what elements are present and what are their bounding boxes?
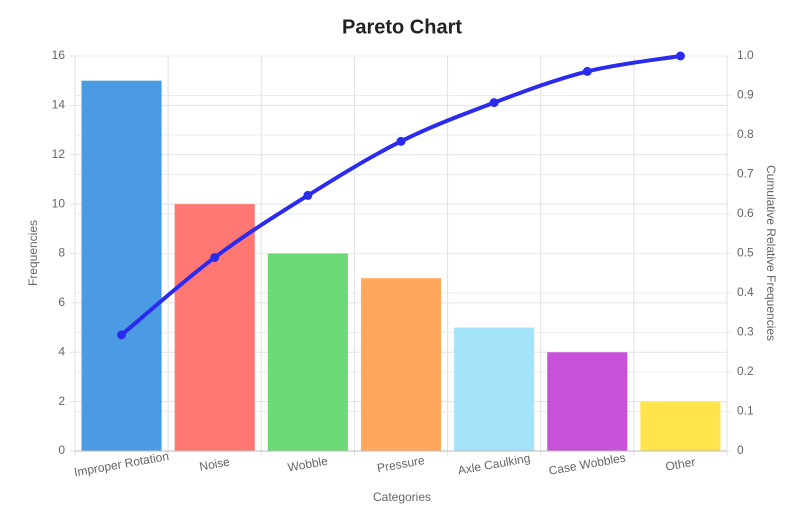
y-axis-title: Frequencies <box>26 220 40 286</box>
y-tick-label: 10 <box>52 196 66 210</box>
line-point <box>117 330 127 340</box>
y2-tick-label: 0.4 <box>737 285 754 299</box>
y2-tick-label: 0.9 <box>737 88 754 102</box>
x-tick-label: Case Wobbles <box>548 451 627 478</box>
x-tick-label: Noise <box>198 455 231 474</box>
line-point <box>396 136 406 146</box>
bar <box>81 80 162 451</box>
y2-tick-label: 0 <box>737 443 744 457</box>
y2-tick-label: 0.8 <box>737 127 754 141</box>
line-point <box>303 190 313 200</box>
bar <box>640 401 721 451</box>
y2-tick-label: 0.7 <box>737 167 754 181</box>
bar <box>360 278 442 451</box>
y-tick-label: 16 <box>52 48 66 62</box>
y-tick-label: 12 <box>52 147 66 161</box>
x-tick-label: Pressure <box>376 453 426 475</box>
chart-title: Pareto Chart <box>342 16 462 38</box>
y-tick-label: 8 <box>58 246 65 260</box>
y2-tick-label: 0.6 <box>737 206 754 220</box>
line-point <box>675 51 685 61</box>
line-point <box>489 98 499 108</box>
y2-tick-label: 0.5 <box>737 246 754 260</box>
y2-axis-title: Cumulative Relative Frequencies <box>764 165 778 341</box>
y2-tick-label: 0.2 <box>737 364 754 378</box>
y2-tick-label: 0.1 <box>737 404 754 418</box>
bar <box>454 327 535 451</box>
y2-tick-label: 1.0 <box>737 48 754 62</box>
bar <box>547 352 628 451</box>
bar <box>174 204 255 451</box>
y2-tick-label: 0.3 <box>737 325 754 339</box>
x-tick-label: Other <box>664 455 696 474</box>
x-tick-label: Wobble <box>287 454 330 475</box>
y-tick-label: 6 <box>58 295 65 309</box>
line-point <box>582 66 592 76</box>
y-tick-label: 4 <box>58 344 65 358</box>
y-tick-label: 0 <box>58 443 65 457</box>
x-tick-label: Axle Caulking <box>457 451 532 478</box>
x-tick-label: Improper Rotation <box>73 449 170 479</box>
x-axis-title: Categories <box>373 490 431 504</box>
line-point <box>210 252 220 262</box>
y-tick-label: 2 <box>58 394 65 408</box>
y-tick-label: 14 <box>52 98 66 112</box>
bar <box>267 253 348 451</box>
